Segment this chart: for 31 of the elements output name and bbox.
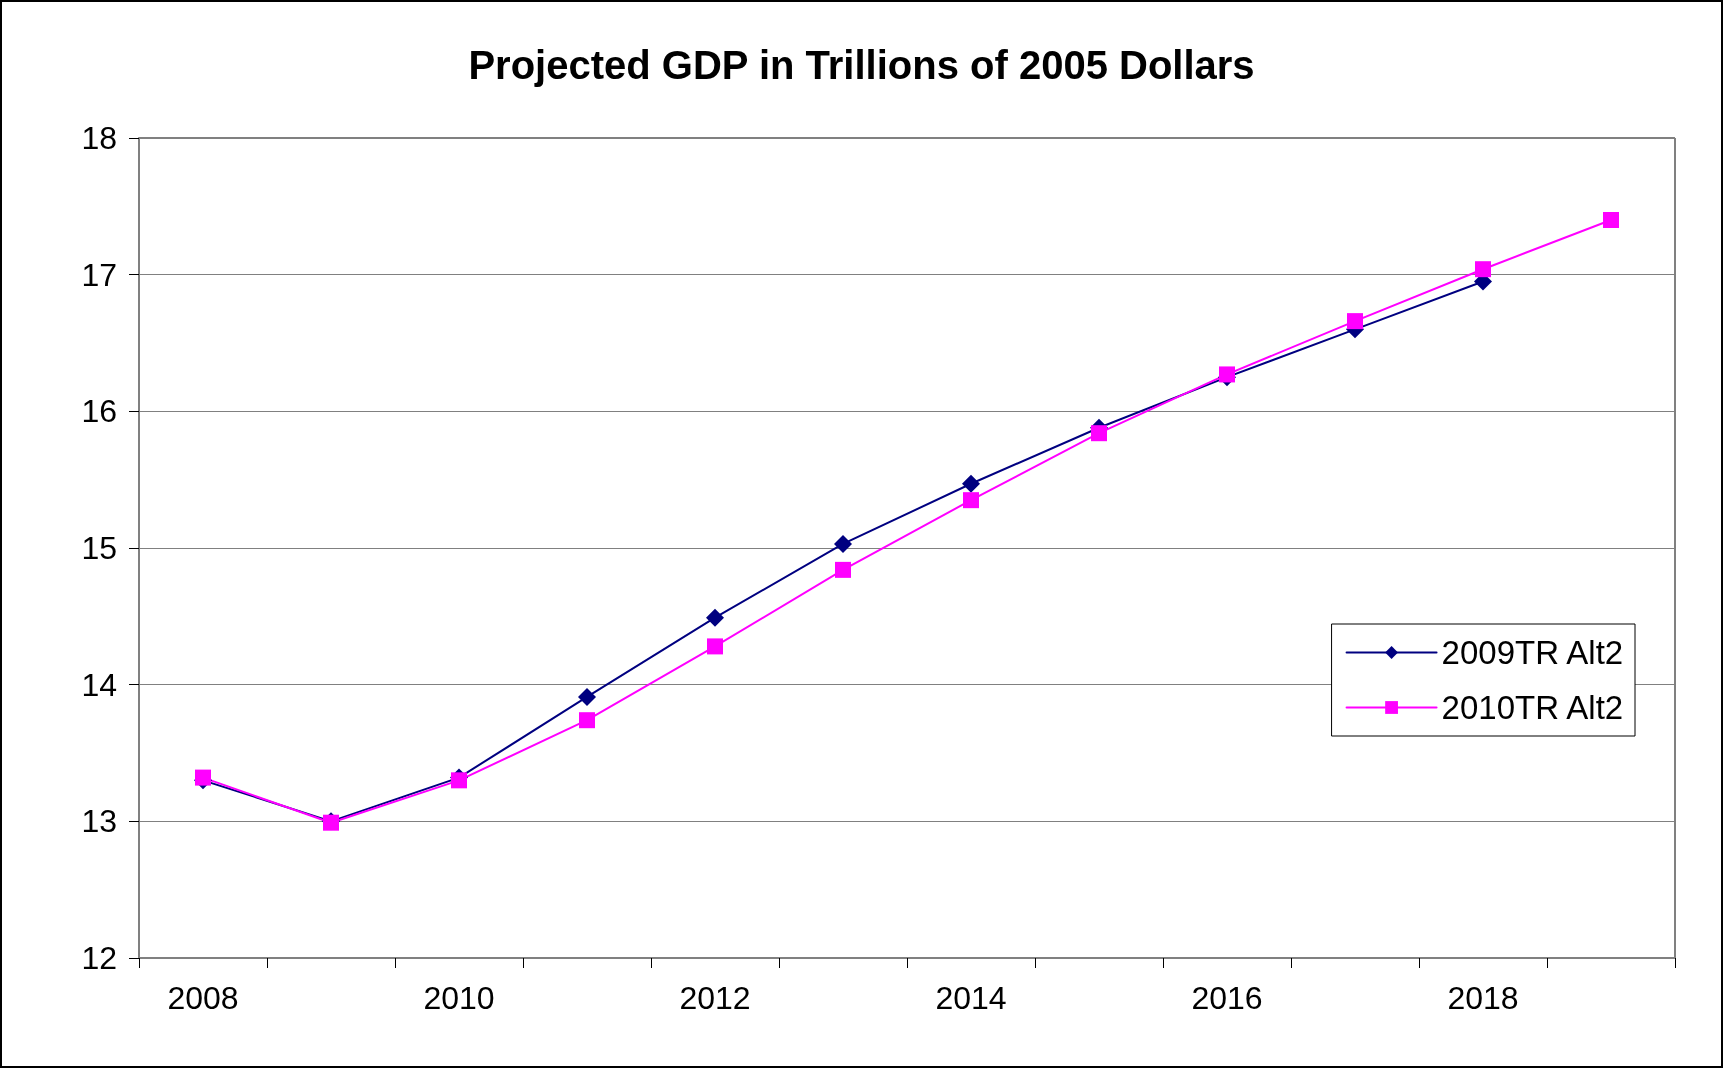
y-tick-label: 18 — [81, 120, 117, 156]
x-tick-label: 2008 — [167, 980, 239, 1016]
x-tick-label: 2012 — [679, 980, 751, 1016]
point — [962, 474, 980, 493]
x-tick-label: 2018 — [1447, 980, 1519, 1016]
point — [195, 769, 211, 786]
point — [1091, 425, 1107, 442]
point — [963, 492, 979, 509]
y-tick-label: 13 — [81, 803, 117, 840]
x-tick-label: 2010 — [423, 980, 495, 1016]
point — [835, 561, 851, 578]
y-tick-label: 12 — [81, 940, 117, 976]
y-tick-label: 15 — [81, 530, 117, 566]
y-tick-label: 16 — [81, 393, 117, 430]
point — [451, 772, 467, 789]
legend-label: 2009TR Alt2 — [1441, 634, 1624, 671]
point — [1347, 313, 1363, 330]
y-tick-label: 17 — [81, 256, 117, 293]
point — [706, 608, 724, 627]
y-tick-label: 14 — [81, 666, 117, 703]
point — [1475, 261, 1491, 278]
point — [707, 638, 723, 655]
x-tick-label: 2016 — [1191, 980, 1263, 1016]
point — [1219, 366, 1235, 383]
point — [1603, 212, 1619, 228]
legend-label: 2010TR Alt2 — [1441, 689, 1624, 726]
chart-title: Projected GDP in Trillions of 2005 Dollars — [468, 43, 1255, 87]
point — [579, 712, 595, 729]
point — [834, 534, 852, 553]
x-tick-label: 2014 — [935, 980, 1007, 1016]
point — [578, 687, 596, 706]
